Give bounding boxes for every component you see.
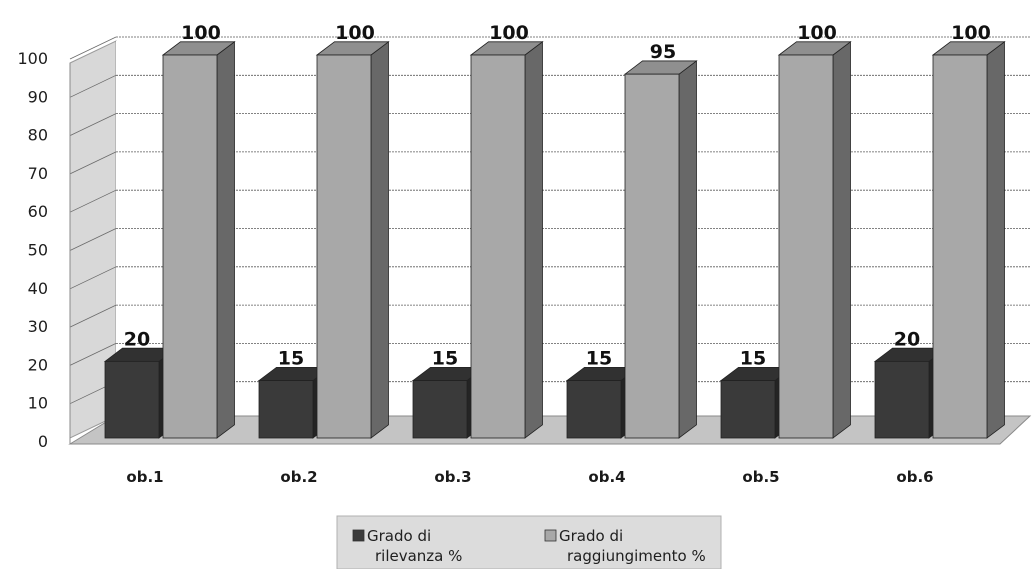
bar-front: [874, 360, 930, 439]
bar-front: [412, 380, 468, 439]
data-label: 100: [489, 22, 529, 44]
bar-ob.3-raggiungimento: [469, 40, 544, 439]
y-axis: 0 10 20 30 40 50 60 70 80 90 100: [17, 49, 71, 451]
bar-side: [986, 40, 1005, 439]
x-tick-label: ob.3: [434, 468, 471, 486]
x-tick-label: ob.2: [280, 468, 317, 486]
data-labels: 20 100 15 100 15 100 15 95 15 100 20 100: [124, 22, 991, 370]
bar-side: [216, 40, 235, 439]
x-tick-label: ob.4: [588, 468, 625, 486]
gridline-depth: [69, 304, 117, 328]
legend-label: Grado di: [367, 527, 431, 545]
gridline-depth: [69, 228, 117, 251]
y-tick-label: 70: [28, 164, 48, 183]
bar-front: [258, 380, 314, 439]
x-axis: ob.1 ob.2 ob.3 ob.4 ob.5 ob.6: [126, 468, 933, 486]
data-label: 100: [181, 22, 221, 44]
bar-front: [624, 73, 680, 439]
gridline-depth: [69, 74, 117, 98]
y-tick-label: 30: [28, 317, 48, 336]
bar-side: [832, 40, 851, 439]
data-label: 100: [797, 22, 837, 44]
data-label: 15: [586, 348, 612, 370]
bar-side: [370, 40, 389, 439]
gridline-depth: [69, 189, 117, 213]
y-tick-label: 40: [28, 279, 48, 298]
bar-side: [524, 40, 543, 439]
data-label: 15: [278, 348, 304, 370]
bar-ob.1-raggiungimento: [161, 40, 236, 439]
bar-front: [566, 380, 622, 439]
y-tick-label: 10: [28, 394, 48, 413]
y-tick-label: 0: [38, 432, 48, 451]
y-tick-label: 100: [17, 49, 48, 68]
y-tick-label: 20: [28, 355, 48, 374]
gridline-depth: [69, 113, 117, 136]
legend-label: rilevanza %: [375, 547, 462, 565]
gridline-depth: [69, 266, 117, 290]
plot-area: [103, 40, 1006, 439]
gridline-depth: [69, 343, 117, 366]
data-label: 20: [124, 328, 150, 350]
y-tick-label: 90: [28, 87, 48, 106]
y-tick-label: 50: [28, 241, 48, 260]
x-tick-label: ob.5: [742, 468, 779, 486]
bar-front: [104, 360, 160, 439]
bar-side: [678, 60, 697, 439]
bar-front: [778, 54, 834, 439]
y-tick-label: 80: [28, 126, 48, 145]
y-tick-label: 60: [28, 202, 48, 221]
bar-front: [316, 54, 372, 439]
legend: Grado di rilevanza % Grado di raggiungiment…: [336, 515, 722, 569]
x-tick-label: ob.6: [896, 468, 933, 486]
legend-label: Grado di: [559, 527, 623, 545]
data-label: 100: [951, 22, 991, 44]
data-label: 15: [432, 348, 458, 370]
legend-label: raggiungimento %: [567, 547, 706, 565]
bar-ob.2-raggiungimento: [315, 40, 390, 439]
data-label: 100: [335, 22, 375, 44]
bar-ob.4-raggiungimento: [623, 60, 698, 439]
x-tick-label: ob.1: [126, 468, 163, 486]
legend-swatch: [544, 529, 557, 542]
gridlines: [69, 36, 1030, 405]
bar-ob.5-raggiungimento: [777, 40, 852, 439]
data-label: 95: [650, 41, 676, 63]
bar-ob.6-raggiungimento: [931, 40, 1006, 439]
gridline-depth: [69, 36, 117, 60]
bar-front: [162, 54, 218, 439]
gridline-depth: [69, 151, 117, 175]
legend-box: [336, 515, 722, 569]
legend-swatch: [352, 529, 365, 542]
data-label: 20: [894, 328, 920, 350]
bar-front: [932, 54, 988, 439]
data-label: 15: [740, 348, 766, 370]
bar-front: [720, 380, 776, 439]
bar-front: [470, 54, 526, 439]
